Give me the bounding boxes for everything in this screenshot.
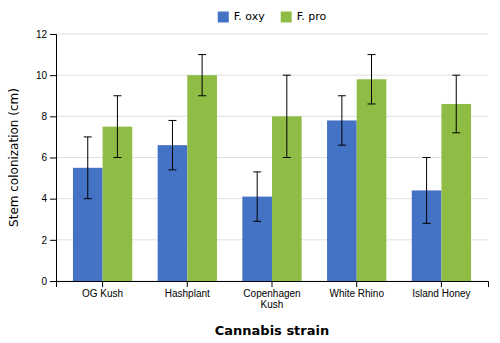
y-tick: 12: [36, 29, 56, 40]
y-tick: 0: [41, 276, 56, 287]
legend-label: F. oxy: [234, 10, 265, 23]
x-tick-label: Hashplant: [165, 288, 210, 299]
error-bar: [368, 55, 376, 104]
y-tick-label: 0: [41, 276, 47, 287]
grid-line: [56, 34, 488, 35]
x-tick-label-line: White Rhino: [329, 288, 384, 299]
y-tick-label: 2: [41, 235, 47, 246]
x-tick-mark: [187, 281, 188, 287]
legend-label: F. pro: [297, 10, 327, 23]
error-bar: [452, 75, 460, 133]
x-tick: Hashplant: [165, 281, 210, 299]
legend-item: F. oxy: [218, 10, 265, 23]
grid-line: [56, 75, 488, 76]
y-tick: 6: [41, 152, 56, 163]
y-axis-title: Stem colonization (cm): [7, 88, 21, 227]
bar: [357, 79, 387, 281]
chart-svg: 0 2 4 6 8 10 12 OG Kush Hashplant CopenhagenKush W…: [0, 0, 500, 343]
legend-swatch: [218, 12, 229, 23]
grid: [56, 34, 488, 281]
x-tick-label-line: Hashplant: [165, 288, 210, 299]
y-tick-mark: [50, 199, 56, 200]
x-tick: CopenhagenKush: [243, 281, 300, 310]
y-tick-mark: [50, 240, 56, 241]
y-tick-label: 12: [36, 29, 48, 40]
chart-container: 0 2 4 6 8 10 12 OG Kush Hashplant CopenhagenKush W…: [0, 0, 500, 343]
error-bar: [168, 120, 176, 169]
x-tick-label: CopenhagenKush: [243, 288, 300, 310]
plot-area: 0 2 4 6 8 10 12 OG Kush Hashplant CopenhagenKush W…: [36, 29, 489, 310]
y-tick-label: 6: [41, 152, 47, 163]
x-tick-label-line: Copenhagen: [243, 288, 300, 299]
bar: [187, 75, 217, 281]
x-tick-mark: [441, 281, 442, 287]
marks: [73, 55, 471, 281]
x-tick-label: White Rhino: [329, 288, 384, 299]
y-tick-mark: [50, 34, 56, 35]
y-tick-label: 4: [41, 193, 47, 204]
x-tick-label: Island Honey: [412, 288, 470, 299]
y-tick: 8: [41, 111, 56, 122]
x-tick-mark: [356, 281, 357, 287]
legend: F. oxy F. pro: [218, 10, 327, 23]
x-tick: Island Honey: [412, 281, 470, 299]
x-tick-label-line: OG Kush: [82, 288, 123, 299]
y-tick-mark: [50, 158, 56, 159]
x-tick-mark: [102, 281, 103, 287]
x-tick-label-line: Island Honey: [412, 288, 470, 299]
y-axis-line: [50, 35, 57, 282]
y-tick: 4: [41, 193, 56, 204]
error-bar: [338, 96, 346, 145]
error-bar: [113, 96, 121, 158]
error-bar: [198, 55, 206, 96]
x-tick-label-line: Kush: [261, 299, 284, 310]
x-tick: OG Kush: [82, 281, 123, 299]
error-bar: [423, 158, 431, 224]
legend-item: F. pro: [281, 10, 327, 23]
y-tick: 10: [36, 70, 56, 81]
x-tick: White Rhino: [329, 281, 384, 299]
x-tick-mark: [272, 281, 273, 287]
y-tick-mark: [50, 116, 56, 117]
y-tick-label: 10: [36, 70, 48, 81]
legend-swatch: [281, 12, 292, 23]
x-axis-line: [57, 282, 489, 288]
y-tick: 2: [41, 235, 56, 246]
y-tick-mark: [50, 281, 56, 282]
series: [103, 55, 471, 281]
y-axis: 0 2 4 6 8 10 12: [36, 29, 57, 287]
y-tick-mark: [50, 75, 56, 76]
y-tick-label: 8: [41, 111, 47, 122]
x-tick-label: OG Kush: [82, 288, 123, 299]
x-axis: OG Kush Hashplant CopenhagenKush White Rhin…: [57, 281, 489, 310]
error-bar: [253, 172, 261, 221]
error-bar: [84, 137, 92, 199]
x-axis-title: Cannabis strain: [215, 323, 329, 338]
error-bar: [283, 75, 291, 157]
